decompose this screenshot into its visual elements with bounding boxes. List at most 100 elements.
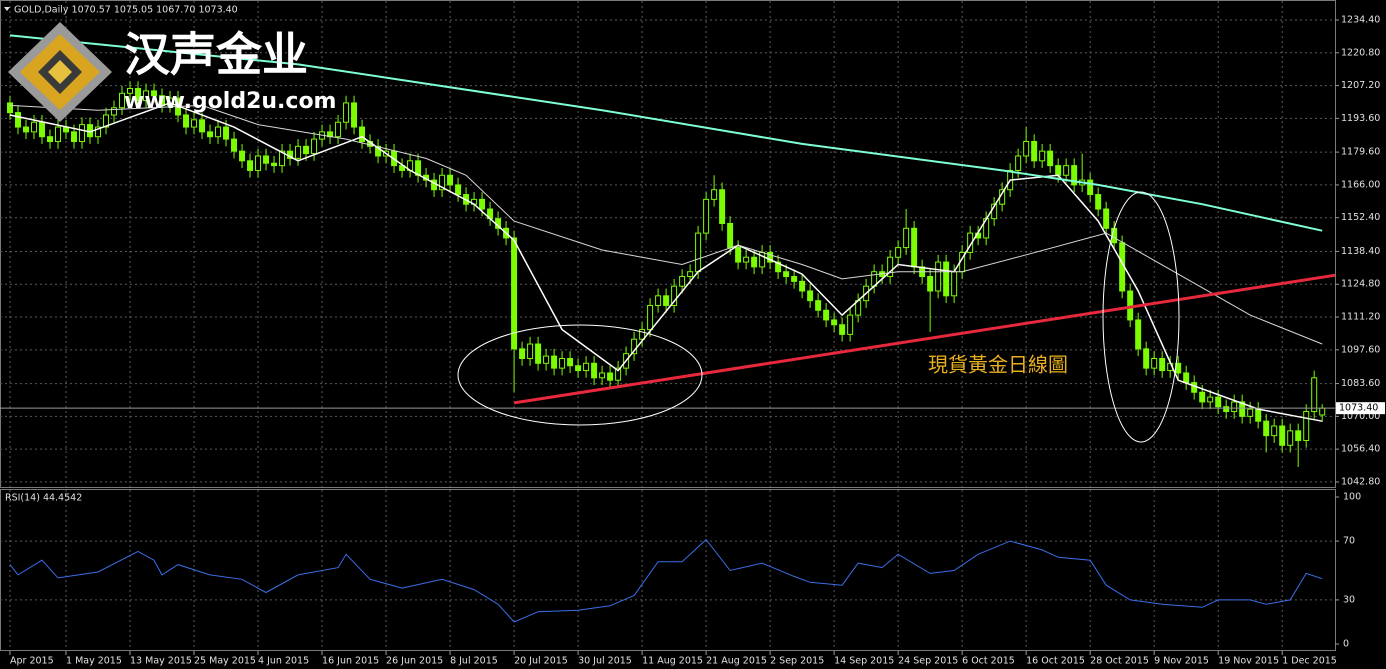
y-tick-label: 1207.20 [1341, 80, 1380, 91]
candle-body [1199, 391, 1206, 403]
candle-body [1063, 165, 1070, 176]
candle-body [47, 136, 54, 143]
candle-body [1287, 430, 1294, 446]
last-price-box [1336, 402, 1385, 415]
candle-body [1023, 141, 1030, 157]
candle-body [1207, 396, 1214, 403]
candle-body [671, 285, 678, 306]
x-tick-label: 11 Aug 2015 [642, 656, 703, 667]
candle-body [7, 102, 14, 114]
candle-body [215, 126, 222, 138]
candle-body [1055, 165, 1062, 176]
candle-body [719, 189, 726, 224]
candle-body [567, 357, 574, 367]
candle-body [935, 261, 942, 292]
candle-body [727, 222, 734, 249]
candle-body [1047, 150, 1054, 167]
x-tick-label: 14 Sep 2015 [834, 656, 894, 667]
highlight-ellipse [457, 324, 703, 426]
x-tick-label: 1 May 2015 [66, 656, 122, 667]
x-tick-label: 24 Sep 2015 [898, 656, 958, 667]
candle-body [791, 276, 798, 282]
candle-body [1247, 408, 1254, 417]
x-tick-label: 28 Oct 2015 [1090, 656, 1149, 667]
candle-body [583, 362, 590, 372]
candle-body [1303, 411, 1310, 441]
y-tick-label: 1152.40 [1341, 212, 1380, 223]
y-tick-label: 1166.00 [1341, 179, 1380, 190]
moving-average [9, 34, 1323, 232]
candle-body [71, 131, 78, 143]
x-tick-label: 1 Dec 2015 [1282, 656, 1337, 667]
candle-body [615, 367, 622, 381]
y-tick-label: 30 [1343, 594, 1355, 605]
annotation: 現貨黃金日線圖 [928, 353, 1068, 377]
watermark-url: www.gold2u.com [124, 89, 336, 114]
x-tick-label: 13 May 2015 [130, 656, 192, 667]
candle-body [519, 348, 526, 359]
candle-body [1159, 357, 1166, 372]
candle-body [1311, 377, 1318, 413]
last-price-label: 1073.40 [1339, 403, 1378, 414]
x-tick-label: 4 Jun 2015 [258, 656, 309, 667]
main-panel [0, 0, 1336, 488]
candle-body [911, 227, 918, 268]
y-tick-label: 1138.40 [1341, 246, 1380, 257]
candle-body [511, 237, 518, 350]
candle-body [575, 365, 582, 372]
candle-body [535, 343, 542, 364]
y-tick-label: 1179.60 [1341, 147, 1380, 158]
candle-body [231, 138, 238, 152]
rsi-line [9, 538, 1323, 623]
y-tick-label: 1193.60 [1341, 113, 1380, 124]
candle-body [543, 355, 550, 364]
candle-body [807, 290, 814, 302]
candle-body [279, 150, 286, 167]
candle-body [1223, 406, 1230, 413]
x-tick-label: 6 Oct 2015 [962, 656, 1015, 667]
candle-body [135, 87, 142, 102]
candle-body [823, 309, 830, 321]
candle-body [679, 276, 686, 287]
candle-body [703, 198, 710, 234]
candle-body [631, 338, 638, 355]
y-tick-label: 1083.60 [1341, 378, 1380, 389]
candle-body [839, 324, 846, 335]
candle-body [439, 174, 446, 191]
candle-body [663, 295, 670, 306]
candle-body [199, 119, 206, 133]
candle-body [559, 357, 566, 369]
candle-body [1087, 179, 1094, 196]
candle-body [887, 256, 894, 278]
y-tick-label: 1234.40 [1341, 15, 1380, 26]
candle-body [951, 271, 958, 297]
candle-body [335, 121, 342, 138]
x-tick-label: 25 May 2015 [194, 656, 256, 667]
candle-body [1031, 141, 1038, 162]
watermark-title: 汉声金业 [124, 28, 308, 82]
candle-body [255, 155, 262, 171]
candle-body [191, 119, 198, 128]
candle-body [799, 280, 806, 292]
candle-body [167, 97, 174, 106]
candle-body [527, 343, 534, 359]
candle-body [303, 145, 310, 155]
y-tick-label: 1111.20 [1341, 312, 1380, 323]
header: GOLD,Daily 1070.57 1075.05 1067.70 1073.… [14, 5, 238, 16]
candle-body [79, 124, 86, 143]
x-tick-label: 21 Aug 2015 [706, 656, 767, 667]
trendline [513, 273, 1335, 405]
x-tick-label: 16 Oct 2015 [1026, 656, 1085, 667]
y-tick-label: 70 [1343, 536, 1355, 547]
candle-body [1295, 430, 1302, 441]
candle-body [343, 102, 350, 123]
x-tick-label: Apr 2015 [10, 656, 54, 667]
candle-body [767, 251, 774, 263]
candle-body [351, 102, 358, 128]
candle-body [1095, 194, 1102, 210]
logo-diamond [48, 60, 72, 84]
candle-body [775, 261, 782, 273]
x-tick-label: 8 Jul 2015 [450, 656, 498, 667]
candle-body [111, 107, 118, 116]
